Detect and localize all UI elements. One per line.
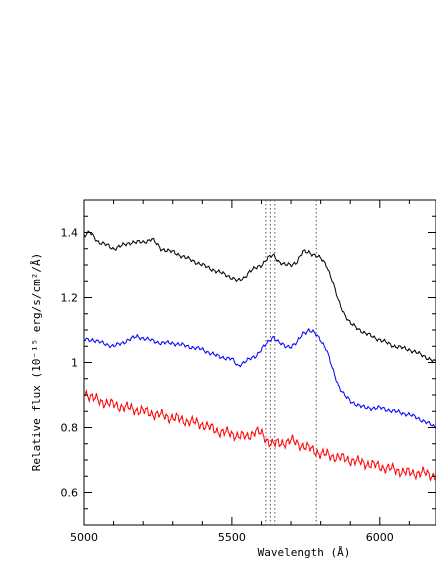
x-axis-label: Wavelength (Å) bbox=[258, 546, 351, 559]
y-tick-label: 0.8 bbox=[61, 422, 79, 435]
y-axis-label: Relative flux (10⁻¹⁵ erg/s/cm²/Å) bbox=[30, 253, 43, 472]
axis-ticks bbox=[83, 199, 436, 526]
y-tick-label: 0.6 bbox=[61, 487, 79, 500]
x-tick-label: 6000 bbox=[366, 531, 394, 544]
x-tick-label: 5500 bbox=[218, 531, 246, 544]
y-tick-label: 1 bbox=[71, 357, 78, 370]
spectrum-line-0 bbox=[83, 230, 436, 363]
series-group bbox=[83, 230, 436, 482]
spectrum-line-2 bbox=[83, 389, 436, 482]
y-tick-label: 1.2 bbox=[61, 292, 79, 305]
vertical-markers bbox=[265, 200, 317, 525]
x-tick-label: 5000 bbox=[70, 531, 98, 544]
plot-frame bbox=[83, 199, 436, 526]
y-tick-label: 1.4 bbox=[61, 227, 79, 240]
spectrum-line-1 bbox=[83, 327, 436, 430]
tick-labels: 5000 5500 6000 0.6 0.8 1 1.2 1.4 bbox=[61, 227, 394, 545]
